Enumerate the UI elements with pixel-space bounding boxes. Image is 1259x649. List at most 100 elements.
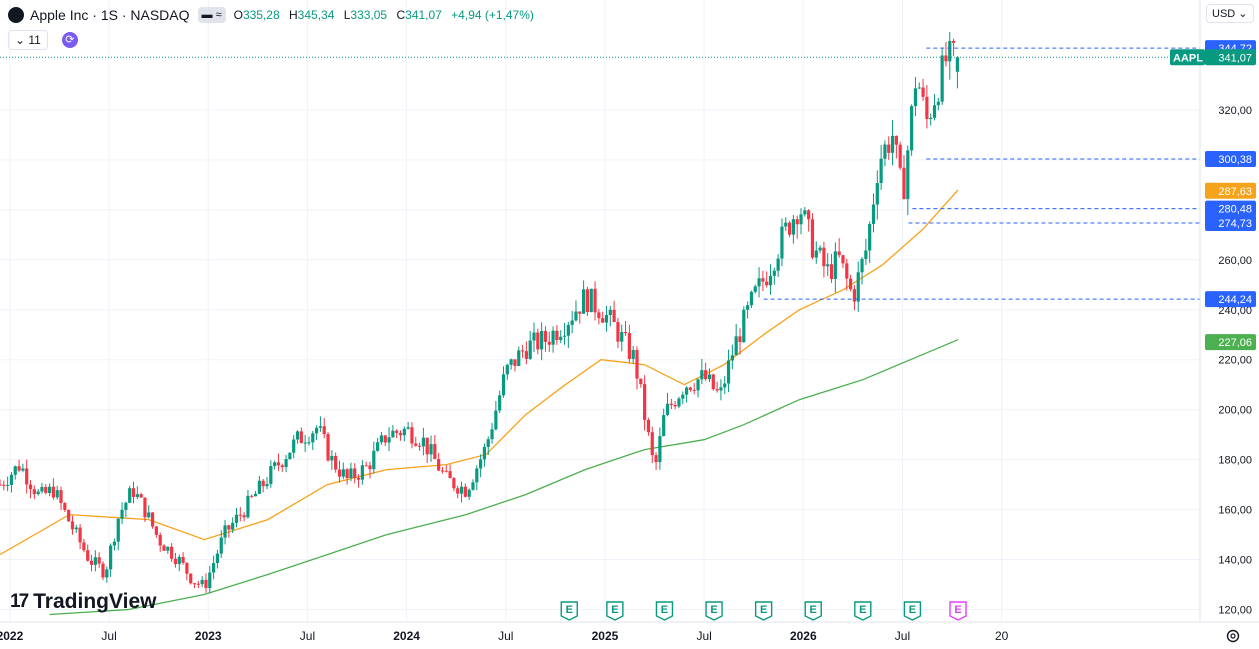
price-axis[interactable] bbox=[1200, 0, 1259, 622]
candle-body bbox=[875, 183, 879, 205]
candle-body bbox=[372, 450, 376, 470]
candle-body bbox=[524, 351, 528, 359]
earnings-marker[interactable]: E bbox=[754, 601, 773, 621]
y-tick-label: 140,00 bbox=[1218, 555, 1252, 567]
settings-gear-icon[interactable] bbox=[1226, 629, 1240, 643]
tradingview-logo[interactable]: 17 TradingView bbox=[10, 590, 156, 614]
earnings-marker[interactable]: E bbox=[655, 601, 674, 621]
candle-body bbox=[314, 427, 319, 434]
candle-body bbox=[28, 484, 33, 490]
candle-body bbox=[715, 389, 719, 391]
candle-body bbox=[261, 480, 265, 487]
candle-body bbox=[398, 432, 403, 436]
earnings-marker-label: E bbox=[909, 604, 916, 616]
candle-body bbox=[772, 270, 776, 276]
refresh-icon[interactable]: ⟳ bbox=[61, 32, 78, 48]
candle-body bbox=[173, 558, 178, 565]
candle-body bbox=[307, 442, 311, 444]
candle-body bbox=[471, 482, 475, 490]
candle-body bbox=[364, 465, 368, 467]
candle-body bbox=[242, 515, 246, 518]
earnings-marker-label: E bbox=[859, 604, 866, 616]
moving-averages bbox=[0, 189, 959, 616]
y-tick-label: 320,00 bbox=[1218, 105, 1252, 117]
chart-type-pill[interactable]: ▬ ≈ bbox=[197, 7, 226, 23]
earnings-marker[interactable]: E bbox=[949, 601, 967, 621]
high-label: H bbox=[289, 8, 298, 22]
candle-body bbox=[143, 497, 147, 518]
candle-body bbox=[578, 311, 582, 314]
candle-body bbox=[593, 288, 597, 313]
apple-logo-icon bbox=[8, 7, 24, 23]
candle-body bbox=[246, 495, 250, 518]
candlesticks bbox=[0, 31, 960, 594]
indicators-toggle[interactable]: ⌄ 11 bbox=[8, 30, 48, 50]
x-tick-label: 2023 bbox=[195, 629, 222, 643]
time-axis[interactable] bbox=[0, 622, 1259, 649]
candle-body bbox=[74, 527, 78, 530]
candle-body bbox=[890, 135, 895, 153]
candle-body bbox=[208, 572, 212, 589]
price-label-box bbox=[1205, 291, 1256, 308]
earnings-marker[interactable]: E bbox=[804, 601, 822, 621]
candle-body bbox=[192, 583, 197, 585]
y-tick-label: 220,00 bbox=[1218, 355, 1252, 367]
candle-body bbox=[849, 278, 853, 290]
candle-body bbox=[303, 442, 307, 444]
ohlc-values: O335,28 H345,34 L333,05 C341,07 +4,94 (+… bbox=[234, 8, 540, 22]
candle-body bbox=[852, 289, 857, 302]
candle-body bbox=[658, 436, 662, 463]
candle-body bbox=[486, 439, 490, 447]
candle-body bbox=[158, 534, 162, 546]
currency-selector[interactable]: USD ⌄ bbox=[1206, 4, 1254, 23]
candle-body bbox=[189, 573, 193, 584]
symbol-title[interactable]: Apple Inc · 1S · NASDAQ bbox=[30, 7, 190, 23]
tradingview-logo-text: TradingView bbox=[33, 590, 157, 613]
candle-body bbox=[902, 167, 906, 200]
candle-body bbox=[520, 350, 525, 352]
candle-body bbox=[356, 477, 361, 480]
candle-body bbox=[36, 491, 40, 495]
candle-body bbox=[833, 251, 837, 280]
candle-body bbox=[82, 542, 86, 551]
candle-body bbox=[463, 486, 467, 497]
candle-body bbox=[452, 478, 456, 489]
candle-body bbox=[948, 40, 952, 62]
candle-body bbox=[120, 509, 124, 519]
price-label-box bbox=[1205, 200, 1256, 217]
candle-body bbox=[906, 150, 910, 200]
candle-body bbox=[391, 430, 395, 438]
candle-body bbox=[913, 88, 918, 107]
candle-body bbox=[166, 546, 170, 551]
candle-body bbox=[337, 469, 342, 477]
candle-body bbox=[742, 309, 746, 343]
candle-body bbox=[231, 522, 235, 530]
candle-body bbox=[395, 430, 399, 433]
candle-body bbox=[181, 556, 185, 563]
change-value: +4,94 (+1,47%) bbox=[451, 8, 534, 22]
earnings-marker[interactable]: E bbox=[903, 601, 922, 621]
earnings-marker-label: E bbox=[611, 604, 618, 616]
price-label-box bbox=[1205, 49, 1256, 66]
candle-body bbox=[177, 556, 181, 565]
earnings-marker-shape bbox=[705, 601, 723, 621]
earnings-marker[interactable]: E bbox=[705, 601, 723, 621]
candle-body bbox=[162, 545, 166, 551]
candle-body bbox=[929, 117, 933, 119]
earnings-marker[interactable]: E bbox=[854, 601, 872, 621]
candle-body bbox=[330, 455, 334, 461]
earnings-marker[interactable]: E bbox=[606, 601, 624, 621]
candle-body bbox=[437, 459, 441, 471]
candle-body bbox=[440, 470, 445, 472]
candle-body bbox=[810, 219, 815, 258]
candle-body bbox=[604, 315, 609, 323]
candle-body bbox=[204, 579, 208, 589]
candle-body bbox=[547, 341, 551, 345]
candle-body bbox=[803, 210, 807, 215]
open-value: 335,28 bbox=[242, 8, 280, 22]
candle-body bbox=[215, 553, 220, 564]
candle-body bbox=[448, 471, 452, 479]
earnings-marker-label: E bbox=[661, 604, 668, 616]
earnings-marker[interactable]: E bbox=[560, 601, 578, 621]
